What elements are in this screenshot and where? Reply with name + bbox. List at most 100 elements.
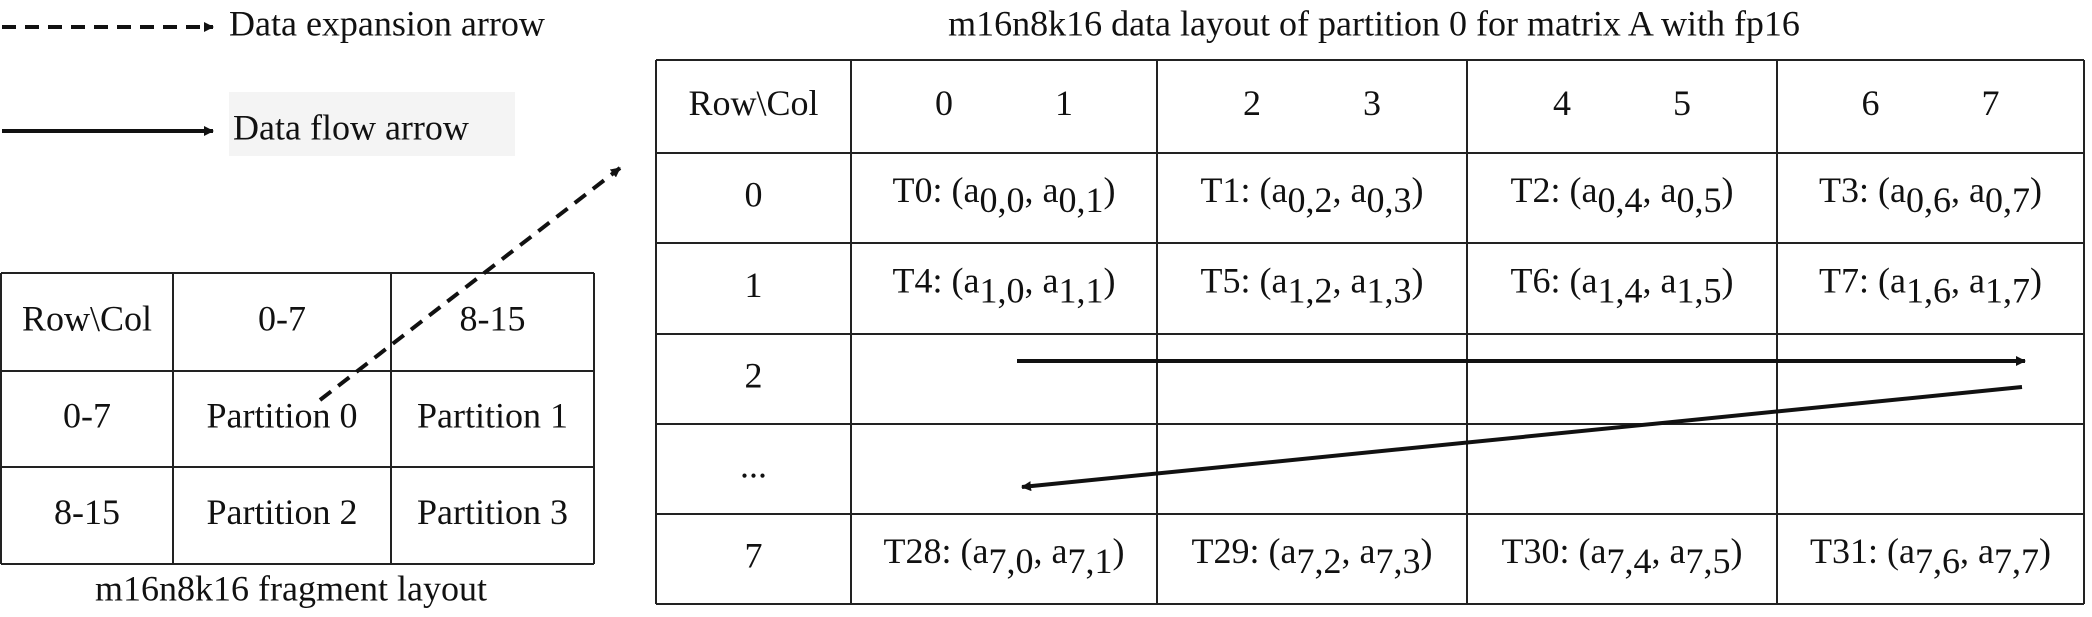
cell-text: T6: (a bbox=[1511, 261, 1598, 301]
row-label: 0-7 bbox=[63, 395, 111, 435]
thread-cell: T2: (a0,4, a0,5) bbox=[1511, 170, 1734, 220]
subscript: 0,1 bbox=[1058, 180, 1103, 220]
subscript: 7,5 bbox=[1685, 541, 1730, 581]
subscript: 7,3 bbox=[1375, 541, 1420, 581]
column-index: 0 bbox=[935, 83, 953, 123]
header-cell: 8-15 bbox=[460, 298, 526, 338]
thread-cell: T5: (a1,2, a1,3) bbox=[1201, 261, 1424, 311]
subscript: 1,1 bbox=[1058, 271, 1103, 311]
subscript: 7,0 bbox=[988, 541, 1033, 581]
layout-title: m16n8k16 data layout of partition 0 for … bbox=[948, 3, 1800, 43]
cell-text: ) bbox=[1411, 261, 1423, 301]
column-index: 5 bbox=[1673, 83, 1691, 123]
cell-text: , a bbox=[1951, 170, 1985, 210]
subscript: 0,5 bbox=[1676, 180, 1721, 220]
cell-text: T0: (a bbox=[893, 170, 980, 210]
cell-text: T5: (a bbox=[1201, 261, 1288, 301]
partition-cell: Partition 3 bbox=[417, 492, 568, 532]
subscript: 1,3 bbox=[1366, 271, 1411, 311]
cell-text: ) bbox=[1420, 531, 1432, 571]
subscript: 0,2 bbox=[1287, 180, 1332, 220]
cell-text: , a bbox=[1341, 531, 1375, 571]
cell-text: ) bbox=[1721, 261, 1733, 301]
cell-text: ) bbox=[2030, 170, 2042, 210]
row-label: 0 bbox=[745, 174, 763, 214]
header-cell: 0-7 bbox=[258, 298, 306, 338]
cell-text: ) bbox=[1411, 170, 1423, 210]
cell-text: T4: (a bbox=[893, 261, 980, 301]
thread-cell: T3: (a0,6, a0,7) bbox=[1819, 170, 2042, 220]
subscript: 7,4 bbox=[1606, 541, 1651, 581]
cell-text: T29: (a bbox=[1192, 531, 1297, 571]
cell-text: , a bbox=[1642, 261, 1676, 301]
cell-text: ) bbox=[2039, 531, 2051, 571]
cell-text: , a bbox=[1024, 170, 1058, 210]
subscript: 0,7 bbox=[1985, 180, 2030, 220]
thread-cell: T29: (a7,2, a7,3) bbox=[1192, 531, 1433, 581]
cell-text: , a bbox=[1033, 531, 1067, 571]
column-index: 6 bbox=[1862, 83, 1880, 123]
row-label: ... bbox=[740, 445, 767, 485]
expansion-arrow bbox=[318, 166, 622, 402]
cell-text: , a bbox=[1960, 531, 1994, 571]
subscript: 7,1 bbox=[1067, 541, 1112, 581]
partition-cell: Partition 1 bbox=[417, 395, 568, 435]
column-index: 1 bbox=[1055, 83, 1073, 123]
subscript: 1,7 bbox=[1985, 271, 2030, 311]
column-index: 7 bbox=[1982, 83, 2000, 123]
header-cell: Row\Col bbox=[688, 83, 818, 123]
cell-text: ) bbox=[1103, 261, 1115, 301]
legend-label: Data expansion arrow bbox=[229, 3, 545, 43]
cell-text: T30: (a bbox=[1502, 531, 1607, 571]
cell-text: T1: (a bbox=[1201, 170, 1288, 210]
cell-text: ) bbox=[1721, 170, 1733, 210]
thread-cell: T30: (a7,4, a7,5) bbox=[1502, 531, 1743, 581]
subscript: 0,4 bbox=[1597, 180, 1642, 220]
thread-cell: T0: (a0,0, a0,1) bbox=[893, 170, 1116, 220]
row-label: 7 bbox=[745, 535, 763, 575]
cell-text: , a bbox=[1024, 261, 1058, 301]
column-index: 2 bbox=[1243, 83, 1261, 123]
subscript: 7,7 bbox=[1994, 541, 2039, 581]
cell-text: ) bbox=[2030, 261, 2042, 301]
fragment-caption: m16n8k16 fragment layout bbox=[95, 568, 487, 608]
subscript: 0,0 bbox=[979, 180, 1024, 220]
subscript: 7,2 bbox=[1296, 541, 1341, 581]
thread-cell: T7: (a1,6, a1,7) bbox=[1819, 261, 2042, 311]
subscript: 0,6 bbox=[1906, 180, 1951, 220]
thread-cell: T28: (a7,0, a7,1) bbox=[884, 531, 1125, 581]
row-label: 2 bbox=[745, 355, 763, 395]
partition-cell: Partition 2 bbox=[207, 492, 358, 532]
header-cell: Row\Col bbox=[22, 298, 152, 338]
thread-cell: T31: (a7,6, a7,7) bbox=[1810, 531, 2051, 581]
cell-text: ) bbox=[1730, 531, 1742, 571]
cell-text: T28: (a bbox=[884, 531, 989, 571]
cell-text: , a bbox=[1651, 531, 1685, 571]
thread-cell: T4: (a1,0, a1,1) bbox=[893, 261, 1116, 311]
row-label: 8-15 bbox=[54, 492, 120, 532]
cell-text: ) bbox=[1112, 531, 1124, 571]
partition-cell: Partition 0 bbox=[207, 395, 358, 435]
row-label: 1 bbox=[745, 265, 763, 305]
cell-text: T31: (a bbox=[1810, 531, 1915, 571]
cell-text: , a bbox=[1332, 261, 1366, 301]
cell-text: , a bbox=[1332, 170, 1366, 210]
subscript: 1,5 bbox=[1676, 271, 1721, 311]
cell-text: T2: (a bbox=[1511, 170, 1598, 210]
column-index: 4 bbox=[1553, 83, 1571, 123]
cell-text: , a bbox=[1951, 261, 1985, 301]
legend-label: Data flow arrow bbox=[233, 107, 469, 147]
flow-arrow bbox=[1021, 385, 2023, 492]
legend-highlight bbox=[229, 92, 515, 156]
subscript: 1,4 bbox=[1597, 271, 1642, 311]
subscript: 0,3 bbox=[1366, 180, 1411, 220]
cell-text: T7: (a bbox=[1819, 261, 1906, 301]
subscript: 1,6 bbox=[1906, 271, 1951, 311]
subscript: 7,6 bbox=[1915, 541, 1960, 581]
subscript: 1,2 bbox=[1287, 271, 1332, 311]
subscript: 1,0 bbox=[979, 271, 1024, 311]
cell-text: , a bbox=[1642, 170, 1676, 210]
thread-cell: T6: (a1,4, a1,5) bbox=[1511, 261, 1734, 311]
column-index: 3 bbox=[1363, 83, 1381, 123]
